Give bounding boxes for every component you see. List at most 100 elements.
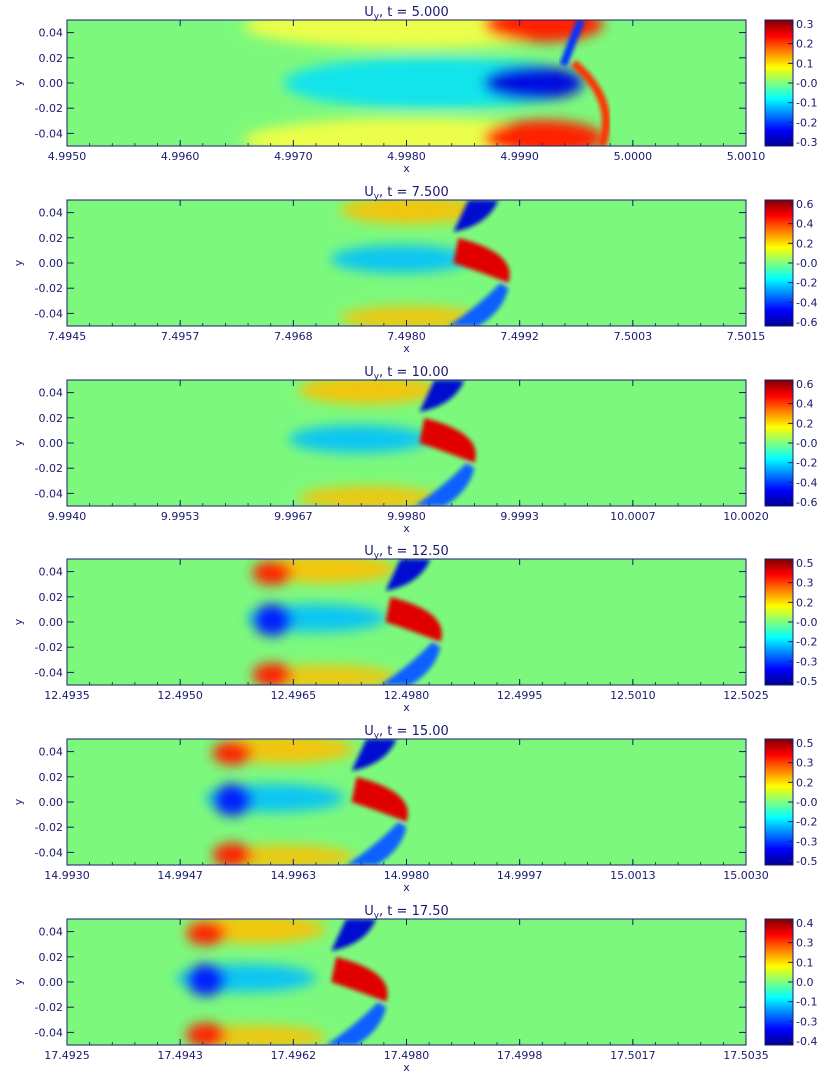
colorbar-tick-label: 0.2 <box>796 596 814 609</box>
y-tick-label: 0.00 <box>39 437 64 450</box>
title-rest: , t = 7.500 <box>379 185 449 200</box>
shock-front <box>326 919 388 1045</box>
positive-lobe-top <box>256 559 397 583</box>
y-tick-label: -0.02 <box>35 462 63 475</box>
colorbar-tick-label: 0.2 <box>796 237 814 250</box>
x-tick-label: 7.4945 <box>48 330 87 343</box>
positive-core-top <box>483 20 604 42</box>
x-tick-label: 7.4968 <box>274 330 313 343</box>
colorbar-tick-label: 0.0 <box>796 976 814 989</box>
y-tick-label: -0.04 <box>35 307 63 320</box>
colorbar-tick-label: 0.1 <box>796 956 814 969</box>
y-tick-label: -0.04 <box>35 1026 63 1039</box>
colorbar-tick-label: 0.6 <box>796 378 814 391</box>
colorbar-tick-label: 0.5 <box>796 557 814 570</box>
vortex-positive-bottom <box>212 843 253 865</box>
x-tick-label: 9.9980 <box>387 510 426 523</box>
colorbar-tick-label: -0.4 <box>796 476 817 489</box>
colorbar-tick-label: 0.3 <box>796 577 814 590</box>
x-tick-label: 4.9960 <box>161 150 200 163</box>
x-tick-label: 15.0030 <box>723 869 769 882</box>
y-tick-label: 0.00 <box>39 616 64 629</box>
x-tick-label: 7.4980 <box>387 330 426 343</box>
y-tick-label: 0.04 <box>39 207 64 220</box>
colorbar-tick-label: -0.2 <box>796 116 817 129</box>
y-tick-label: 0.00 <box>39 77 64 90</box>
x-tick-label: 9.9940 <box>48 510 87 523</box>
x-axis-label: x <box>403 701 410 714</box>
title-rest: , t = 10.00 <box>379 365 449 380</box>
y-axis-label: y <box>12 618 25 625</box>
colorbar-tick-label: 0.2 <box>796 417 814 430</box>
y-tick-label: -0.04 <box>35 487 63 500</box>
positive-lobe-bottom <box>256 665 397 685</box>
vortex-positive-top <box>212 741 253 765</box>
x-tick-label: 7.4957 <box>161 330 200 343</box>
negative-core-center <box>483 66 584 100</box>
heatmap-structures <box>246 559 442 685</box>
y-tick-label: 0.04 <box>39 387 64 400</box>
panel-3: Uy, t = 10.009.9940 9.9953 9.9967 9.9980 9.9… <box>12 365 817 535</box>
y-tick-label: 0.02 <box>39 591 64 604</box>
colorbar-tick-label: -0.1 <box>796 996 817 1009</box>
heatmap-blobs <box>330 200 481 326</box>
front-positive-lobe <box>385 597 442 642</box>
y-tick-label: -0.04 <box>35 846 63 859</box>
y-tick-label: -0.02 <box>35 1001 63 1014</box>
colorbar-tick-label: -0.0 <box>796 257 817 270</box>
title-main: U <box>364 724 374 739</box>
x-axis-label: x <box>403 522 410 535</box>
x-tick-label: 7.4992 <box>500 330 539 343</box>
colorbar-tick-label: -0.4 <box>796 296 817 309</box>
vortex-negative-center <box>252 604 293 636</box>
x-tick-label: 17.5017 <box>610 1049 656 1062</box>
x-tick-label: 4.9950 <box>48 150 87 163</box>
colorbar-tick-label: 0.1 <box>796 57 814 70</box>
colorbar-tick-label: -0.3 <box>796 655 817 668</box>
colorbar-tick-label: -0.3 <box>796 835 817 848</box>
title-rest: , t = 12.50 <box>379 544 449 559</box>
vortex-negative-center <box>186 964 227 996</box>
y-tick-label: 0.02 <box>39 52 64 65</box>
heatmap-structures <box>243 20 611 146</box>
front-positive-lobe <box>419 418 476 463</box>
vortex-positive-bottom <box>186 1023 227 1045</box>
heatmap-structures <box>288 380 476 506</box>
title-subscript: y <box>374 551 380 561</box>
colorbar-tick-label: 0.2 <box>796 38 814 51</box>
x-axis-label: x <box>403 342 410 355</box>
colorbar-tick-label: -0.0 <box>796 796 817 809</box>
y-axis-label: y <box>12 798 25 805</box>
title-main: U <box>364 544 374 559</box>
x-tick-label: 14.9930 <box>44 869 90 882</box>
colorbar-tick-label: -0.6 <box>796 316 817 329</box>
front-negative-cap <box>331 919 377 951</box>
x-tick-label: 9.9993 <box>500 510 539 523</box>
x-axis-label: x <box>403 881 410 894</box>
front-positive-lobe <box>351 777 408 822</box>
colorbar-tick-label: 0.5 <box>796 737 814 750</box>
vortex-positive-top <box>186 921 227 945</box>
colorbar-tick-label: 0.3 <box>796 757 814 770</box>
y-tick-label: -0.02 <box>35 641 63 654</box>
panel-title: Uy, t = 5.000 <box>364 5 449 22</box>
y-axis-label: y <box>12 439 25 446</box>
y-tick-label: -0.04 <box>35 127 63 140</box>
title-subscript: y <box>374 12 380 22</box>
colorbar-tick-label: 0.4 <box>796 398 814 411</box>
colorbar-tick-label: -0.2 <box>796 636 817 649</box>
x-tick-label: 10.0007 <box>610 510 656 523</box>
title-main: U <box>364 365 374 380</box>
colorbar-tick-label: -0.2 <box>796 457 817 470</box>
title-main: U <box>364 904 374 919</box>
heatmap-structures <box>176 919 388 1045</box>
x-tick-label: 4.9970 <box>274 150 313 163</box>
x-tick-label: 17.4998 <box>497 1049 543 1062</box>
heatmap-blobs <box>288 380 439 506</box>
positive-lobe-bottom <box>298 486 439 506</box>
colorbar-tick-label: -0.0 <box>796 437 817 450</box>
